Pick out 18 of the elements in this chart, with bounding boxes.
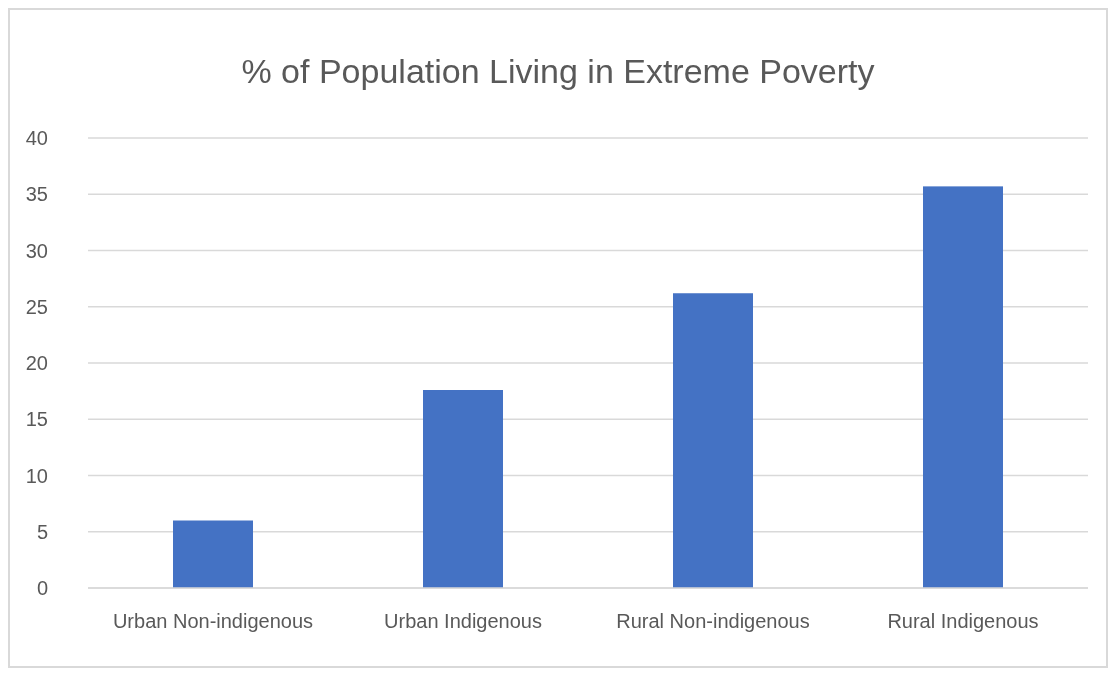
y-tick-label: 10 [25, 464, 48, 487]
x-tick-label: Rural Indigenous [887, 610, 1039, 632]
y-tick-label: 25 [25, 295, 48, 318]
x-tick-label: Urban Indigenous [384, 610, 542, 632]
y-tick-label: 30 [25, 239, 48, 262]
y-tick-label: 0 [36, 577, 48, 599]
y-tick-label: 40 [25, 127, 48, 149]
y-tick-label: 15 [25, 408, 48, 431]
bar [923, 186, 1003, 588]
x-tick-label: Urban Non-indigenous [112, 610, 314, 632]
x-tick-label: Rural Non-indigenous [616, 610, 810, 632]
chart-title: % of Population Living in Extreme Poverty [241, 52, 875, 90]
bar [423, 390, 503, 588]
bar [673, 293, 753, 588]
y-tick-label: 35 [25, 183, 48, 206]
y-tick-label: 20 [25, 352, 48, 374]
bar [173, 520, 253, 588]
y-tick-label: 5 [36, 520, 48, 543]
